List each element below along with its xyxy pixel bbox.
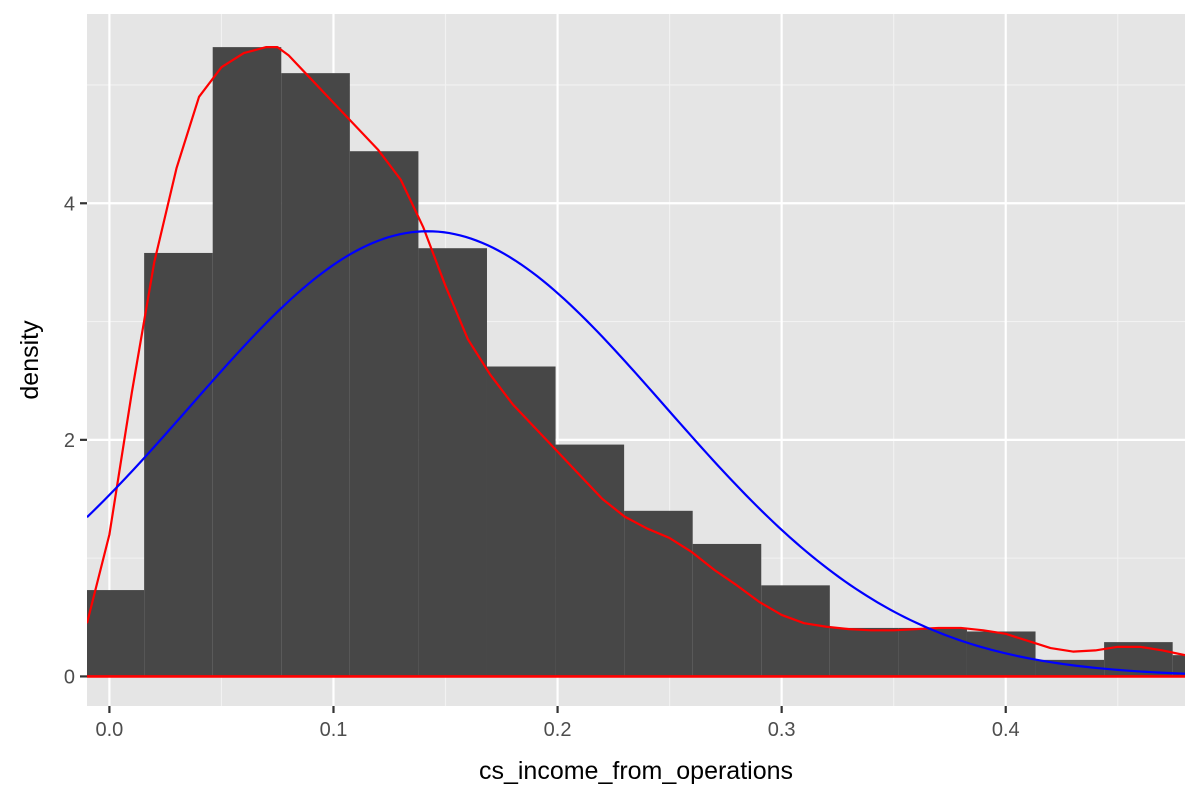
- x-tick-label: 0.1: [320, 719, 348, 741]
- histogram-bar: [1035, 659, 1105, 677]
- histogram-bar: [898, 627, 967, 677]
- y-tick-label: 4: [64, 193, 75, 215]
- histogram-bar: [281, 73, 350, 677]
- kernel-density-line: [87, 46, 1185, 657]
- y-tick-label: 2: [64, 430, 75, 452]
- histogram-bar: [761, 585, 830, 677]
- histogram-bar: [418, 248, 487, 677]
- x-tick-label: 0.2: [544, 719, 572, 741]
- histogram-bar: [624, 510, 693, 677]
- x-tick-label: 0.3: [768, 719, 796, 741]
- histogram-bar: [555, 444, 625, 677]
- y-axis-title: density: [16, 320, 44, 400]
- curve-lines: [87, 46, 1185, 678]
- y-tick-label: 0: [64, 666, 75, 688]
- x-tick-label: 0.4: [992, 719, 1020, 741]
- histogram-bar: [212, 47, 282, 677]
- axis-ticks: 0.0 0.1 0.2 0.3 0.4 0 2 4: [64, 193, 1020, 741]
- histogram-bar: [144, 252, 213, 677]
- histogram-bar: [349, 151, 419, 677]
- histogram-bar: [486, 366, 556, 677]
- normal-curve-line: [87, 230, 1185, 675]
- histogram-bar: [692, 543, 762, 677]
- histogram-bars: [87, 47, 1185, 677]
- histogram-bar: [966, 631, 1036, 677]
- histogram-bar: [87, 590, 145, 677]
- histogram-bar: [829, 627, 899, 677]
- x-axis-title: cs_income_from_operations: [479, 757, 793, 785]
- histogram-bar: [1172, 655, 1185, 677]
- x-tick-label: 0.0: [96, 719, 124, 741]
